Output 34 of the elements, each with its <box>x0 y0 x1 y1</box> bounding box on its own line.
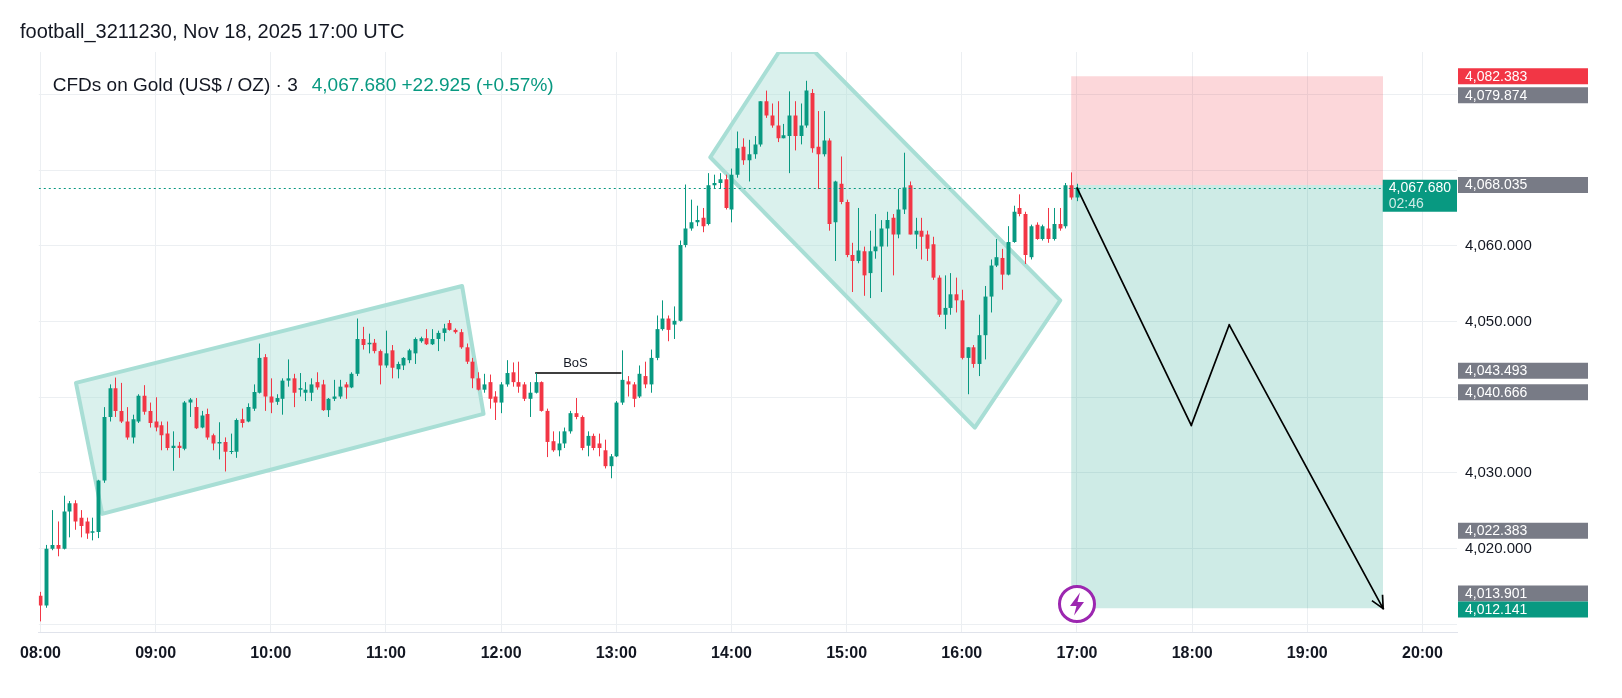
ref-line-label: 4,067.680 <box>1388 179 1452 196</box>
y-tick-label: 4,030.000 <box>1465 463 1532 481</box>
x-tick-label: 11:00 <box>365 644 407 662</box>
x-tick-label: 16:00 <box>941 644 983 662</box>
y2-tick-label: 4,012.141 <box>1465 600 1528 617</box>
x-tick-label: 13:00 <box>595 644 637 662</box>
y2-tick-label: 4,043.493 <box>1465 362 1528 379</box>
x-tick-label: 18:00 <box>1171 644 1213 662</box>
y2-tick-label: 4,079.874 <box>1465 86 1528 103</box>
annotation: 02:46 <box>1388 195 1424 212</box>
annotation: 4,067.680 +22.925 (+0.57%) <box>311 74 554 95</box>
x-tick-label: 19:00 <box>1286 644 1328 662</box>
x-tick-label: 14:00 <box>711 644 753 662</box>
text: CFDs on Gold (US$ / OZ) · 3 <box>52 74 298 95</box>
y-tick-label: 4,020.000 <box>1465 538 1532 556</box>
y2-tick-label: 4,082.383 <box>1465 67 1528 84</box>
x-tick-label: 17:00 <box>1056 644 1098 662</box>
chart-title: football_3211230, Nov 18, 2025 17:00 UTC <box>20 19 405 43</box>
y2-tick-label: 4,040.666 <box>1465 383 1528 400</box>
y2-tick-label: 4,022.383 <box>1465 522 1528 539</box>
annotation: BoS <box>563 355 589 371</box>
y-tick-label: 4,050.000 <box>1465 311 1532 329</box>
y2-tick-label: 4,068.035 <box>1465 176 1528 193</box>
candlestick <box>298 372 303 398</box>
candlestick <box>286 358 291 388</box>
y2-tick-label: 4,013.901 <box>1465 584 1528 601</box>
y-tick-label: 4,060.000 <box>1465 235 1532 253</box>
x-tick-label: 08:00 <box>20 644 62 662</box>
x-tick-label: 12:00 <box>480 644 522 662</box>
candlestick <box>90 517 95 541</box>
x-tick-label: 15:00 <box>826 644 868 662</box>
x-tick-label: 09:00 <box>135 644 177 662</box>
x-tick-label: 10:00 <box>250 644 292 662</box>
x-tick-label: 20:00 <box>1401 644 1444 662</box>
